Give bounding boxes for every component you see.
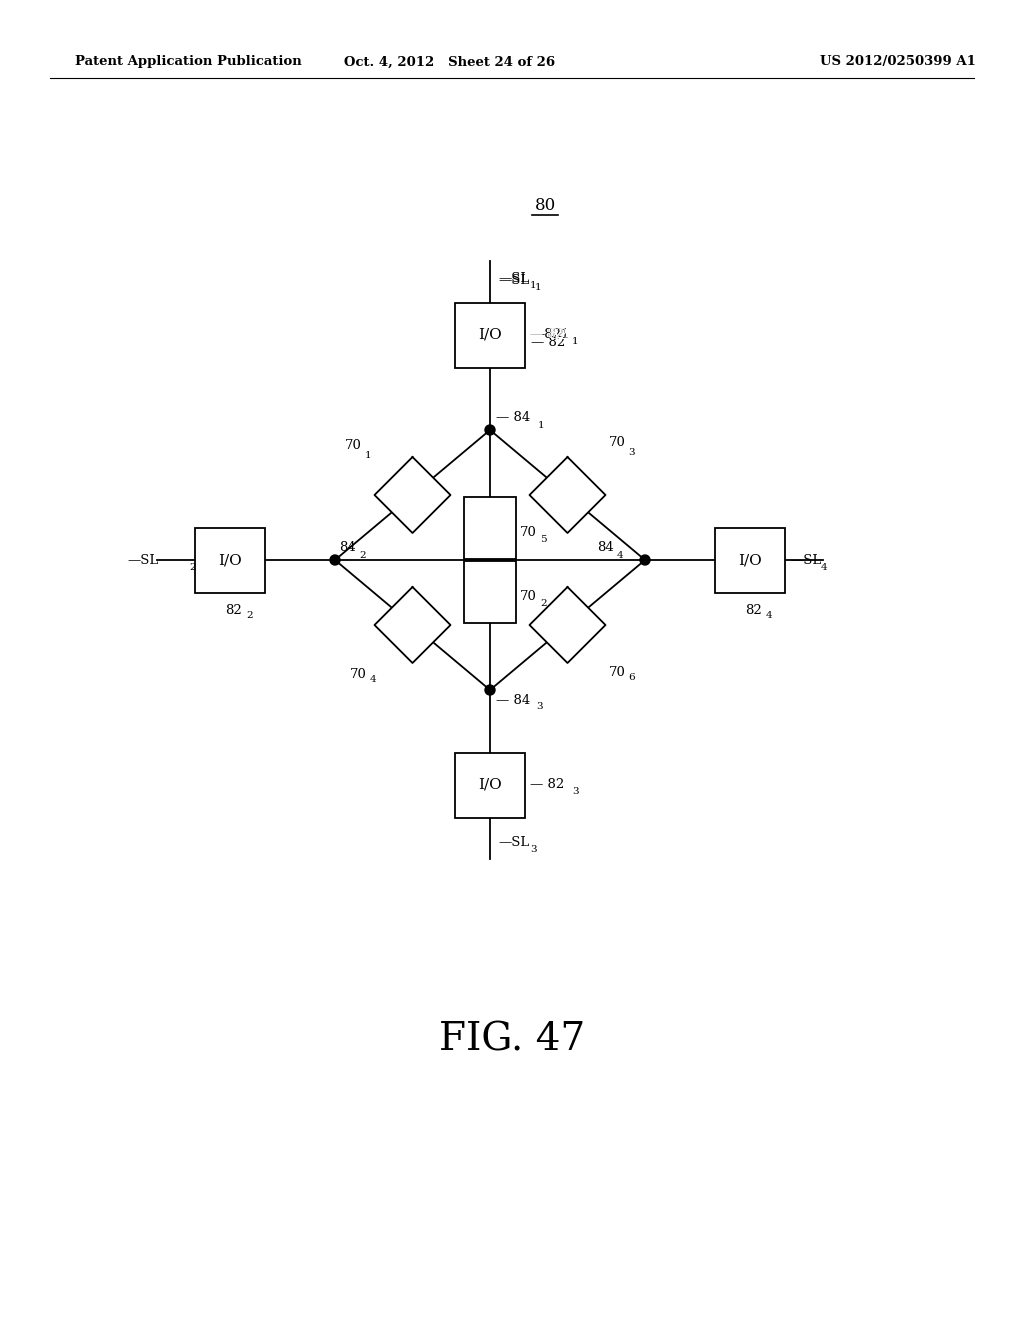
Bar	[455, 752, 525, 817]
Text: 70: 70	[349, 668, 367, 681]
Text: I/O: I/O	[478, 777, 502, 792]
Text: I/O: I/O	[218, 553, 242, 568]
Text: 5: 5	[540, 536, 547, 544]
Polygon shape	[529, 587, 605, 663]
Text: US 2012/0250399 A1: US 2012/0250399 A1	[820, 55, 976, 69]
Text: 2: 2	[540, 599, 547, 609]
Bar	[715, 528, 785, 593]
Bar	[455, 302, 525, 367]
Text: 4: 4	[766, 611, 773, 620]
Text: 3: 3	[629, 447, 635, 457]
Text: 70: 70	[608, 436, 626, 449]
Text: — 84: — 84	[496, 694, 530, 708]
Text: 1: 1	[572, 338, 579, 346]
Text: 82: 82	[745, 605, 762, 616]
Text: 4: 4	[370, 675, 376, 684]
Text: 84: 84	[597, 541, 613, 554]
Text: —SL: —SL	[498, 836, 529, 849]
Text: — 82: — 82	[530, 779, 564, 792]
Polygon shape	[529, 457, 605, 533]
Text: 6: 6	[629, 673, 635, 682]
Text: 70: 70	[344, 440, 361, 451]
Text: 2: 2	[359, 550, 366, 560]
Circle shape	[485, 685, 495, 696]
Text: —SL: —SL	[498, 275, 529, 288]
Text: 70: 70	[520, 590, 537, 603]
Text: 70: 70	[608, 667, 626, 678]
Text: 4: 4	[821, 562, 827, 572]
Text: 4: 4	[617, 550, 624, 560]
Text: 1: 1	[530, 281, 537, 289]
Circle shape	[330, 554, 340, 565]
Text: Patent Application Publication: Patent Application Publication	[75, 55, 302, 69]
Text: 80: 80	[535, 197, 556, 214]
Text: —SL: —SL	[128, 553, 159, 566]
Text: — 84: — 84	[496, 411, 530, 424]
Text: — 82: — 82	[530, 329, 564, 342]
Text: 2: 2	[189, 562, 196, 572]
Bar	[195, 528, 265, 593]
Polygon shape	[375, 587, 451, 663]
Circle shape	[640, 554, 650, 565]
Text: —821: —821	[531, 329, 569, 342]
Text: 82: 82	[225, 605, 242, 616]
Polygon shape	[375, 457, 451, 533]
Text: —SL: —SL	[498, 272, 529, 285]
Text: 84: 84	[339, 541, 355, 554]
Text: 3: 3	[530, 845, 537, 854]
Text: 3: 3	[572, 788, 579, 796]
Text: 1: 1	[365, 451, 371, 459]
Text: I/O: I/O	[478, 327, 502, 342]
Text: Oct. 4, 2012   Sheet 24 of 26: Oct. 4, 2012 Sheet 24 of 26	[344, 55, 556, 69]
Circle shape	[485, 425, 495, 436]
Bar	[464, 498, 516, 558]
Text: 1: 1	[538, 421, 545, 430]
Text: 1: 1	[535, 284, 542, 293]
Text: — 82: — 82	[531, 337, 565, 350]
Text: — 82: — 82	[530, 327, 568, 342]
Text: —SL: —SL	[790, 553, 821, 566]
Text: I/O: I/O	[738, 553, 762, 568]
Text: 70: 70	[520, 527, 537, 540]
Text: 2: 2	[246, 611, 253, 620]
Text: 3: 3	[536, 702, 543, 711]
Bar	[464, 561, 516, 623]
Text: FIG. 47: FIG. 47	[439, 1022, 585, 1059]
Text: — 82: — 82	[530, 329, 564, 342]
